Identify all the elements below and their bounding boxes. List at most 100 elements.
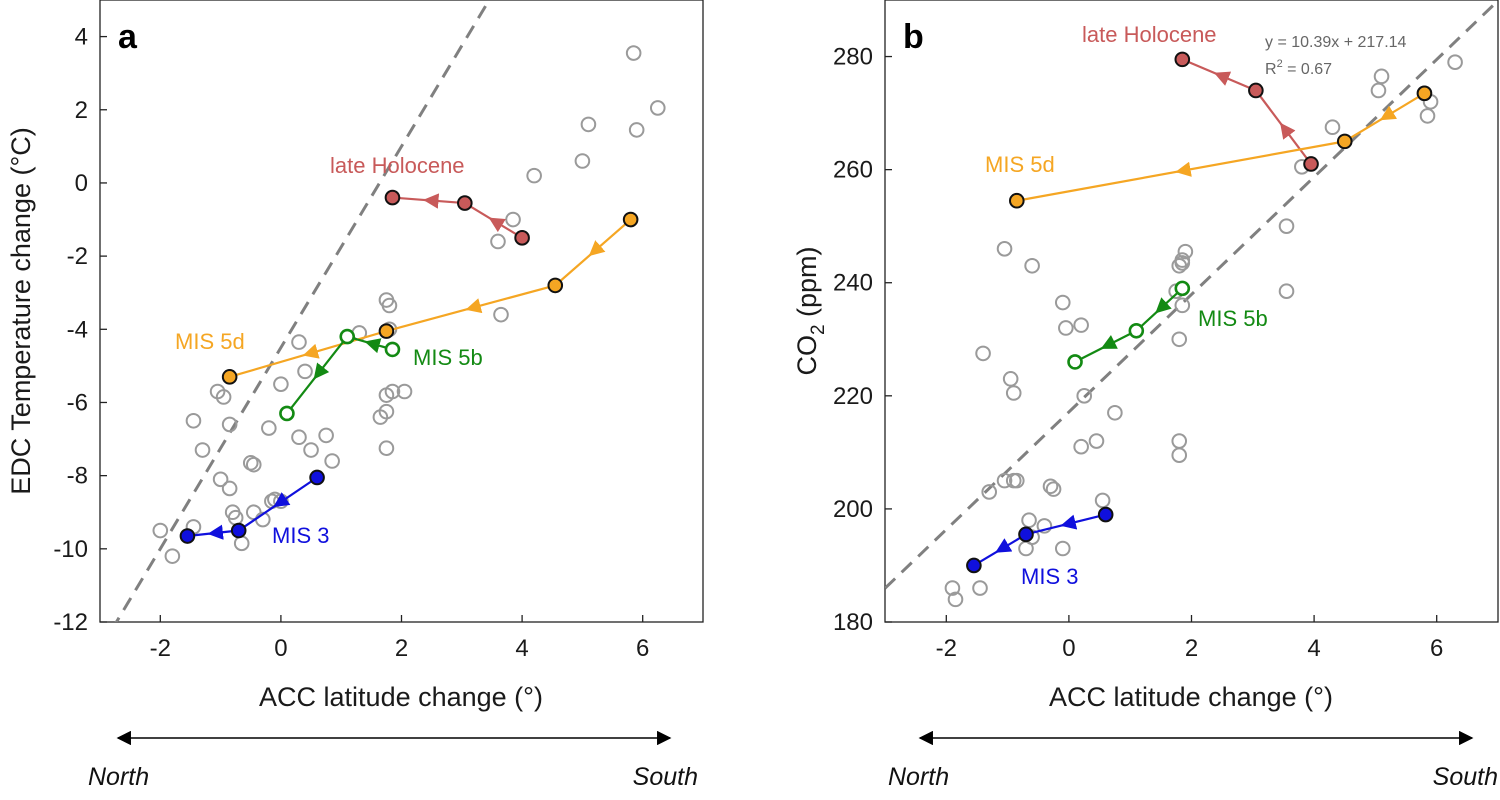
background-point bbox=[1008, 472, 1025, 489]
panel-b-label-late-holocene: late Holocene bbox=[1082, 22, 1217, 47]
mis5d-point bbox=[547, 277, 564, 294]
y-tick-label: 200 bbox=[833, 496, 873, 523]
background-point bbox=[1042, 478, 1059, 495]
mis5d-point bbox=[378, 323, 395, 339]
panel-a-direction-south: South bbox=[633, 763, 698, 791]
background-point bbox=[574, 153, 591, 169]
background-point bbox=[1370, 82, 1387, 99]
background-point bbox=[1073, 438, 1089, 455]
y-tick-label: 240 bbox=[833, 270, 873, 297]
panel-b-r-squared: R2 = 0.67 bbox=[1265, 58, 1332, 78]
background-point bbox=[381, 297, 398, 314]
background-point bbox=[1094, 492, 1111, 509]
mis5b-direction-arrow bbox=[313, 362, 330, 380]
mis5d-point bbox=[1416, 85, 1433, 102]
x-tick-label: 4 bbox=[1307, 635, 1320, 662]
panel-b-direction-north: North bbox=[888, 763, 949, 791]
mis5b-point bbox=[1128, 322, 1145, 339]
panel-a-ylabel: EDC Temperature change (°C) bbox=[6, 127, 36, 494]
background-point bbox=[378, 440, 395, 457]
background-point bbox=[996, 241, 1013, 257]
background-point bbox=[1005, 385, 1022, 401]
background-point bbox=[1107, 404, 1123, 421]
background-point bbox=[1171, 447, 1188, 463]
panel-b-letter: b bbox=[903, 18, 924, 56]
panel-b-label-mis3: MIS 3 bbox=[1021, 564, 1078, 589]
mis5b-point bbox=[1067, 354, 1083, 370]
panel-a-frame bbox=[99, 0, 704, 623]
late-holocene-direction-arrow bbox=[1280, 122, 1296, 140]
panel-a-direction-north: North bbox=[88, 763, 149, 791]
panel-b-xlabel: ACC latitude change (°) bbox=[1049, 682, 1333, 712]
mis3-point bbox=[230, 522, 247, 539]
late-holocene-point bbox=[1248, 82, 1264, 99]
background-point bbox=[628, 122, 645, 138]
background-point bbox=[233, 535, 250, 552]
panel-a-label-late-holocene: late Holocene bbox=[330, 153, 465, 178]
mis5d-direction-arrow bbox=[588, 240, 606, 257]
y-tick-label: -2 bbox=[67, 243, 88, 270]
background-point bbox=[972, 580, 988, 596]
background-point bbox=[996, 472, 1013, 489]
late-holocene-point bbox=[457, 195, 473, 211]
background-point bbox=[221, 480, 238, 497]
panel-b-label-mis5b: MIS 5b bbox=[1198, 306, 1268, 331]
mis5d-direction-arrow bbox=[465, 298, 483, 314]
background-point bbox=[1088, 433, 1105, 449]
mis3-point bbox=[966, 557, 982, 574]
background-point bbox=[1419, 108, 1436, 124]
background-point bbox=[944, 580, 961, 596]
background-point bbox=[1054, 294, 1071, 311]
background-point bbox=[1324, 119, 1341, 136]
late-holocene-direction-arrow bbox=[423, 193, 440, 209]
background-point bbox=[526, 167, 542, 184]
y-tick-label: 4 bbox=[75, 24, 88, 51]
late-holocene-point bbox=[514, 230, 530, 246]
mis5b-point bbox=[279, 405, 295, 422]
x-tick-label: 6 bbox=[636, 635, 649, 662]
panel-a-label-mis3: MIS 3 bbox=[272, 523, 329, 548]
background-point bbox=[378, 403, 395, 420]
background-point bbox=[384, 383, 401, 400]
background-point bbox=[1002, 371, 1019, 387]
background-point bbox=[1174, 255, 1191, 271]
mis3-direction-arrow bbox=[273, 492, 291, 508]
background-point bbox=[261, 420, 277, 436]
background-point bbox=[1054, 540, 1071, 557]
background-point bbox=[625, 45, 642, 61]
mis3-point bbox=[179, 528, 196, 544]
background-point bbox=[947, 591, 964, 608]
mis3-point bbox=[1018, 526, 1034, 543]
background-point bbox=[291, 334, 307, 350]
background-point bbox=[164, 548, 181, 564]
panel-a-xlabel: ACC latitude change (°) bbox=[259, 682, 543, 712]
background-point bbox=[303, 442, 319, 458]
background-point bbox=[1171, 331, 1188, 348]
x-tick-label: 4 bbox=[515, 635, 528, 662]
mis5d-point bbox=[1336, 133, 1353, 150]
x-tick-label: 0 bbox=[274, 635, 287, 662]
panel-a-letter: a bbox=[118, 18, 138, 56]
background-point bbox=[152, 522, 169, 539]
mis3-direction-arrow bbox=[1060, 514, 1078, 530]
background-point bbox=[1278, 283, 1295, 300]
background-point bbox=[396, 383, 413, 400]
mis5b-point bbox=[1174, 280, 1191, 297]
background-point bbox=[1278, 218, 1295, 234]
regression-line bbox=[114, 0, 491, 622]
y-tick-label: 220 bbox=[833, 383, 873, 410]
background-point bbox=[649, 100, 666, 116]
x-tick-label: -2 bbox=[150, 635, 171, 662]
mis5b-point bbox=[384, 341, 401, 358]
y-tick-label: -6 bbox=[67, 389, 88, 416]
background-point bbox=[273, 376, 289, 392]
regression-line bbox=[885, 0, 1498, 590]
background-point bbox=[185, 412, 202, 429]
panel-a-label-mis5b: MIS 5b bbox=[413, 345, 483, 370]
y-tick-label: 2 bbox=[75, 97, 88, 124]
x-tick-label: 2 bbox=[395, 635, 408, 662]
background-point bbox=[215, 389, 232, 405]
late-holocene-point bbox=[1303, 156, 1319, 172]
mis5b-direction-arrow bbox=[364, 338, 382, 354]
